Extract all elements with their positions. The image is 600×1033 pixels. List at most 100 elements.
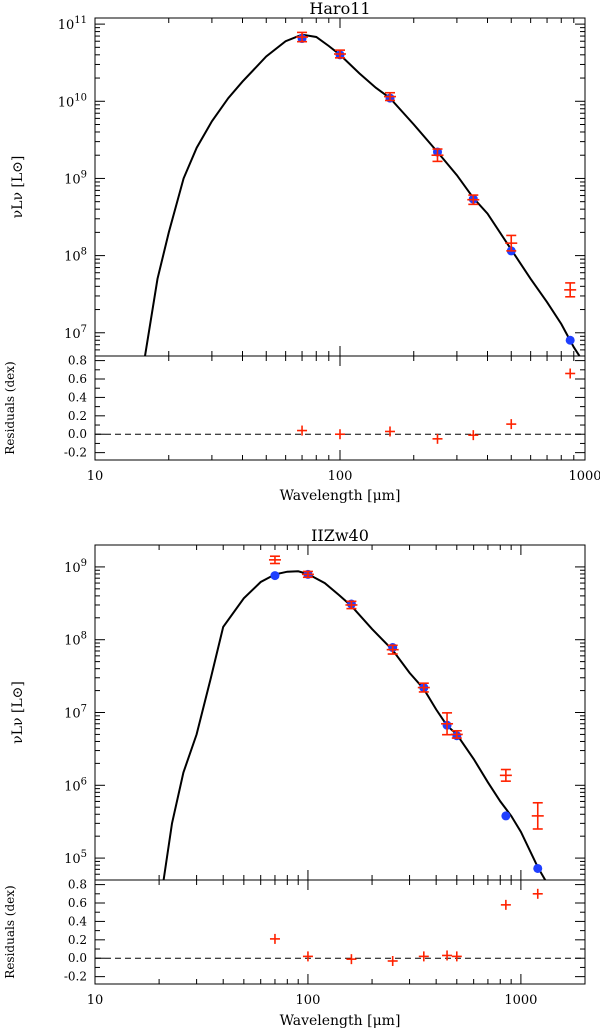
observed-point bbox=[268, 555, 281, 565]
y-tick-label: 1011 bbox=[58, 15, 87, 33]
y-tick-exponent: 7 bbox=[81, 324, 87, 335]
res-y-tick-label: -0.2 bbox=[64, 970, 87, 984]
y-tick-base: 10 bbox=[64, 172, 81, 187]
y-tick-exponent: 9 bbox=[81, 558, 87, 569]
y-tick-label: 109 bbox=[64, 169, 87, 187]
y-tick-exponent: 7 bbox=[81, 704, 87, 715]
res-y-tick-label: 0.8 bbox=[68, 354, 87, 368]
res-y-tick-label: 0.2 bbox=[68, 933, 87, 947]
residual-point bbox=[269, 933, 280, 944]
res-y-tick-label: -0.2 bbox=[64, 446, 87, 460]
y-axis-label: νLν [L⊙] bbox=[10, 681, 26, 744]
observed-point bbox=[467, 194, 480, 206]
y-tick-base: 10 bbox=[64, 327, 81, 342]
residual-point bbox=[451, 951, 462, 962]
res-y-tick-label: 0.2 bbox=[68, 409, 87, 423]
y-tick-exponent: 8 bbox=[81, 247, 87, 258]
residual-point bbox=[468, 430, 479, 441]
observed-point bbox=[441, 712, 454, 736]
residual-point bbox=[335, 429, 345, 440]
residual-axis-label: Residuals (dex) bbox=[3, 361, 17, 454]
y-tick-base: 10 bbox=[64, 634, 81, 649]
res-y-tick-label: 0.4 bbox=[68, 390, 87, 404]
y-tick-label: 1010 bbox=[58, 92, 87, 110]
observed-point bbox=[345, 600, 358, 610]
y-tick-exponent: 5 bbox=[81, 849, 87, 860]
panel-title: Haro11 bbox=[309, 0, 370, 18]
residual-point bbox=[565, 368, 576, 379]
model-point bbox=[533, 863, 543, 873]
residual-point bbox=[346, 954, 357, 965]
x-tick-label: 1000 bbox=[568, 469, 600, 484]
main-plot-frame bbox=[94, 17, 586, 357]
y-tick-base: 10 bbox=[64, 779, 81, 794]
residual-plot-frame bbox=[94, 879, 586, 985]
observed-point bbox=[417, 682, 430, 693]
y-tick-label: 109 bbox=[64, 558, 87, 576]
x-tick-label: 1000 bbox=[504, 993, 537, 1008]
y-tick-exponent: 6 bbox=[81, 776, 87, 787]
residual-point bbox=[387, 955, 398, 966]
x-tick-label: 10 bbox=[87, 993, 104, 1008]
res-y-tick-label: 0.8 bbox=[68, 878, 87, 892]
residual-point bbox=[500, 899, 511, 910]
y-tick-label: 107 bbox=[64, 324, 87, 342]
y-tick-base: 10 bbox=[64, 852, 81, 867]
model-sed-curve bbox=[144, 33, 581, 356]
x-axis-label: Wavelength [μm] bbox=[280, 1013, 401, 1029]
y-tick-label: 106 bbox=[64, 776, 87, 794]
residual-point bbox=[432, 433, 443, 444]
y-tick-base: 10 bbox=[64, 561, 81, 576]
res-y-tick-label: 0.0 bbox=[68, 427, 87, 441]
y-tick-label: 107 bbox=[64, 704, 87, 722]
y-tick-base: 10 bbox=[58, 18, 75, 33]
observed-point bbox=[531, 801, 544, 830]
residual-point bbox=[302, 951, 313, 962]
y-tick-base: 10 bbox=[64, 250, 81, 265]
observed-point bbox=[564, 282, 577, 298]
y-tick-label: 108 bbox=[64, 631, 87, 649]
panel-title: IIZw40 bbox=[311, 526, 369, 545]
residual-point bbox=[442, 950, 453, 961]
x-tick-label: 100 bbox=[296, 993, 321, 1008]
x-tick-label: 10 bbox=[87, 469, 104, 484]
model-sed-curve bbox=[162, 570, 547, 880]
model-point bbox=[565, 335, 575, 345]
y-tick-exponent: 10 bbox=[74, 92, 87, 103]
residual-point bbox=[385, 426, 396, 437]
observed-point bbox=[505, 234, 518, 252]
residual-point bbox=[506, 419, 517, 430]
y-tick-exponent: 11 bbox=[74, 15, 87, 26]
model-point bbox=[270, 571, 280, 581]
x-axis-label: Wavelength [μm] bbox=[280, 488, 401, 504]
residual-point bbox=[418, 951, 429, 962]
model-point bbox=[501, 811, 511, 821]
x-tick-label: 100 bbox=[328, 469, 353, 484]
residual-plot-frame bbox=[94, 355, 586, 461]
observed-point bbox=[450, 729, 463, 739]
res-y-tick-label: 0.6 bbox=[68, 896, 87, 910]
y-tick-label: 105 bbox=[64, 849, 87, 867]
y-tick-base: 10 bbox=[64, 707, 81, 722]
res-y-tick-label: 0.6 bbox=[68, 372, 87, 386]
res-y-tick-label: 0.4 bbox=[68, 914, 87, 928]
y-tick-label: 108 bbox=[64, 247, 87, 265]
residual-point bbox=[532, 888, 543, 899]
observed-point bbox=[386, 644, 399, 655]
residual-axis-label: Residuals (dex) bbox=[3, 885, 17, 978]
observed-point bbox=[301, 570, 314, 579]
y-axis-label: νLν [L⊙] bbox=[10, 156, 26, 219]
observed-point bbox=[384, 91, 397, 102]
observed-point bbox=[334, 49, 346, 59]
observed-point bbox=[296, 31, 309, 43]
residual-point bbox=[297, 425, 308, 436]
observed-point bbox=[431, 148, 444, 163]
observed-point bbox=[499, 768, 512, 782]
y-tick-base: 10 bbox=[58, 95, 75, 110]
y-tick-exponent: 8 bbox=[81, 631, 87, 642]
y-tick-exponent: 9 bbox=[81, 169, 87, 180]
res-y-tick-label: 0.0 bbox=[68, 951, 87, 965]
